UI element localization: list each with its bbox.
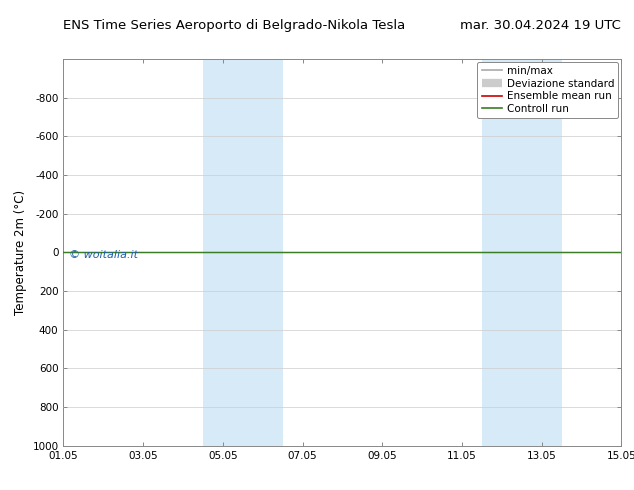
Bar xyxy=(203,59,283,446)
Text: © woitalia.it: © woitalia.it xyxy=(69,250,138,260)
Text: mar. 30.04.2024 19 UTC: mar. 30.04.2024 19 UTC xyxy=(460,19,621,32)
Text: ENS Time Series Aeroporto di Belgrado-Nikola Tesla: ENS Time Series Aeroporto di Belgrado-Ni… xyxy=(63,19,406,32)
Y-axis label: Temperature 2m (°C): Temperature 2m (°C) xyxy=(14,190,27,315)
Legend: min/max, Deviazione standard, Ensemble mean run, Controll run: min/max, Deviazione standard, Ensemble m… xyxy=(477,62,618,118)
Bar xyxy=(482,59,562,446)
